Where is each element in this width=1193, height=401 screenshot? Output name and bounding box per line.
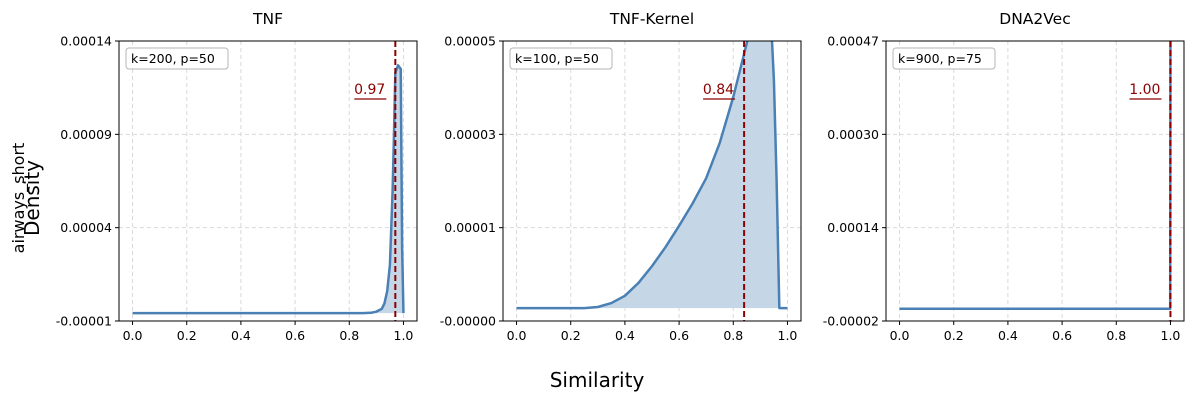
- panel-title: TNF: [252, 10, 283, 28]
- y-tick-label: 0.00030: [827, 127, 879, 142]
- density-area: [132, 65, 404, 314]
- x-tick-label: 1.0: [394, 328, 414, 343]
- row-label: airways_short: [9, 143, 29, 254]
- density-area: [516, 41, 788, 309]
- x-tick-label: 0.4: [231, 328, 251, 343]
- y-tick-label: -0.00002: [823, 314, 879, 329]
- x-tick-label: 0.6: [285, 328, 305, 343]
- y-tick-label: 0.00001: [444, 220, 496, 235]
- x-tick-label: 0.8: [1106, 328, 1126, 343]
- y-tick-label: 0.00047: [827, 34, 879, 49]
- figure-xlabel: Similarity: [550, 368, 645, 392]
- panel-title: DNA2Vec: [999, 10, 1070, 28]
- panel-1: TNF 0.0 0.2 0.4 0.6 0.8 1.0 -0.00001 0.00004 0.00…: [56, 10, 418, 343]
- x-tick-label: 0.0: [123, 328, 143, 343]
- panel-2: TNF-Kernel 0.0 0.2 0.4 0.6 0.8 1.0 -0.00000 0.00…: [440, 10, 802, 343]
- params-box: [892, 47, 996, 70]
- y-tick-label: -0.00001: [56, 314, 112, 329]
- x-tick-label: 0.8: [339, 328, 359, 343]
- figure-ylabel: Density: [20, 160, 44, 236]
- y-tick-label: 0.00003: [444, 127, 496, 142]
- y-tick-label: 0.00004: [60, 220, 112, 235]
- params-label: k=900, p=75: [898, 51, 982, 66]
- x-tick-label: 0.4: [998, 328, 1018, 343]
- mean-label: 0.97: [354, 82, 385, 98]
- params-label: k=100, p=50: [515, 51, 599, 66]
- params-box: [509, 47, 613, 70]
- y-tick-label: 0.00014: [60, 34, 112, 49]
- panel-3: DNA2Vec 0.0 0.2 0.4 0.6 0.8 1.0 -0.00002 0.00014…: [823, 10, 1185, 343]
- y-tick-label: 0.00009: [60, 127, 112, 142]
- panel-title: TNF-Kernel: [609, 10, 694, 28]
- x-tick-label: 0.6: [1052, 328, 1072, 343]
- x-tick-label: 0.0: [890, 328, 910, 343]
- x-tick-label: 0.6: [669, 328, 689, 343]
- y-tick-label: 0.00005: [444, 34, 496, 49]
- mean-label: 1.00: [1129, 82, 1160, 98]
- axes-frame: [885, 40, 1185, 322]
- x-tick-label: 0.2: [177, 328, 197, 343]
- x-tick-label: 0.2: [561, 328, 581, 343]
- x-tick-label: 0.4: [615, 328, 635, 343]
- x-tick-label: 0.0: [507, 328, 527, 343]
- axes-frame: [502, 40, 802, 322]
- axes-frame: [118, 40, 418, 322]
- density-line: [516, 41, 788, 310]
- x-tick-label: 0.2: [944, 328, 964, 343]
- x-tick-label: 1.0: [778, 328, 798, 343]
- mean-label: 0.84: [703, 82, 734, 98]
- y-tick-label: 0.00014: [827, 220, 879, 235]
- density-line: [132, 64, 405, 315]
- params-label: k=200, p=50: [131, 51, 215, 66]
- y-tick-label: -0.00000: [440, 314, 496, 329]
- x-tick-label: 0.8: [723, 328, 743, 343]
- density-line: [899, 41, 1172, 311]
- x-tick-label: 1.0: [1161, 328, 1181, 343]
- params-box: [125, 47, 229, 70]
